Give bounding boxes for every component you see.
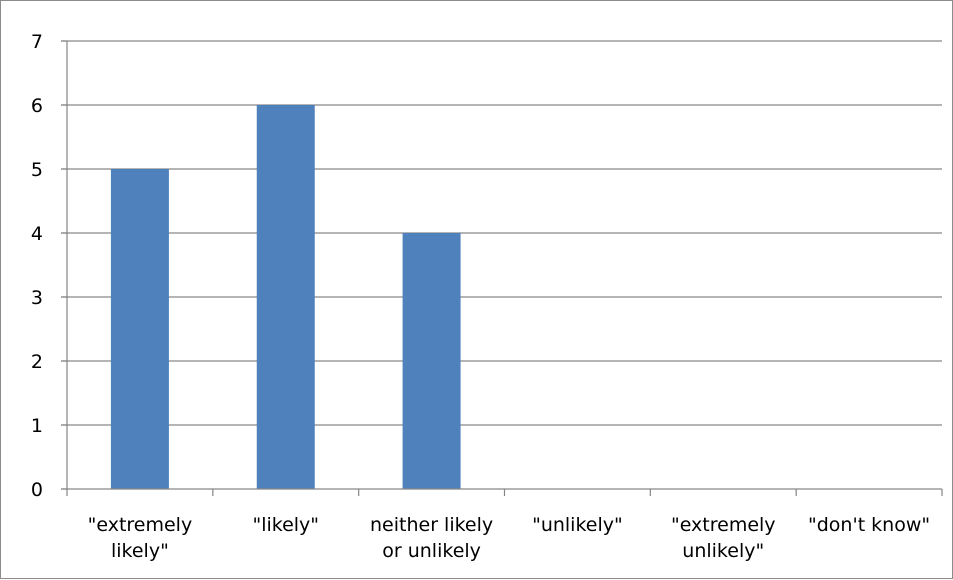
y-tick-label: 7 xyxy=(31,31,43,53)
x-tick-label: neither likely or unlikely xyxy=(370,514,493,562)
y-tick-label: 4 xyxy=(31,223,43,245)
axes xyxy=(61,40,943,496)
y-tick-label: 0 xyxy=(31,479,43,501)
x-tick-label: "extremely likely" xyxy=(88,514,193,562)
x-tick-label: "likely" xyxy=(252,514,319,536)
y-tick-label: 6 xyxy=(31,95,43,117)
x-tick-label: "don't know" xyxy=(808,514,930,536)
bar xyxy=(256,105,315,489)
y-tick-label: 3 xyxy=(31,287,43,309)
bars xyxy=(110,105,461,489)
bar xyxy=(110,169,169,489)
y-tick-label: 5 xyxy=(31,159,43,181)
x-tick-labels: "extremely likely" "likely" neither likely o… xyxy=(88,514,931,562)
y-tick-label: 2 xyxy=(31,351,43,373)
bar xyxy=(402,233,461,489)
y-tick-label: 1 xyxy=(31,415,43,437)
x-tick-label: "unlikely" xyxy=(532,514,623,536)
y-tick-labels: 0 1 2 3 4 5 6 7 xyxy=(31,31,43,501)
gridlines xyxy=(61,40,942,426)
x-tick-label: "extremely unlikely" xyxy=(671,514,776,562)
